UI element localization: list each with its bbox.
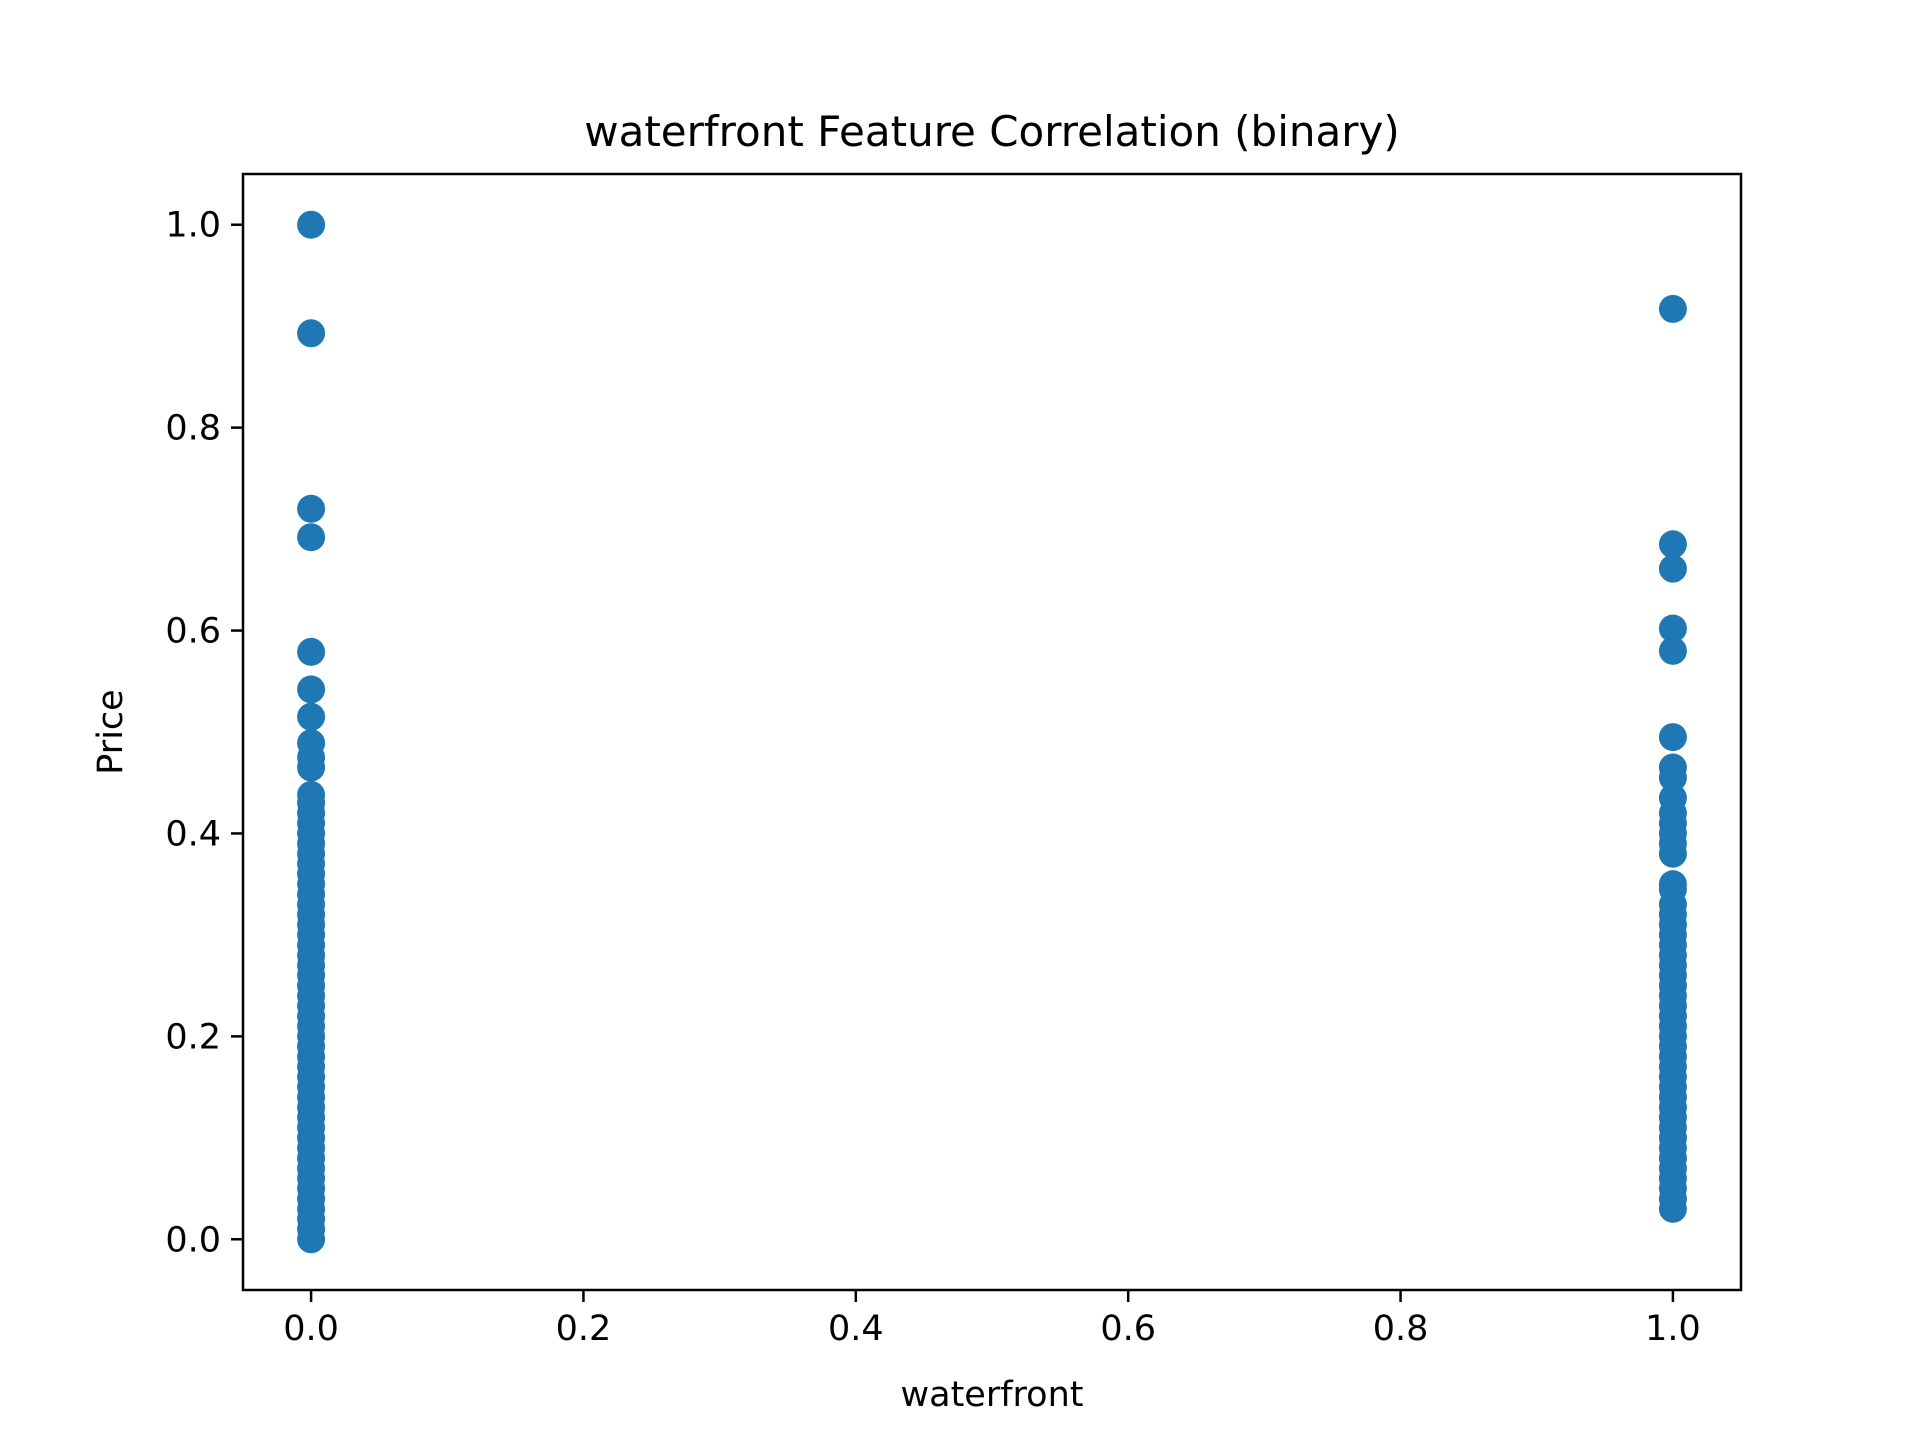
data-point xyxy=(297,637,326,666)
data-point xyxy=(297,753,326,782)
data-point xyxy=(297,702,326,731)
y-tick-label: 0.6 xyxy=(165,612,221,652)
x-axis-label: waterfront xyxy=(901,1375,1084,1415)
data-point xyxy=(1658,530,1687,559)
x-tick-label: 0.2 xyxy=(556,1309,612,1349)
data-point xyxy=(1658,554,1687,583)
data-point xyxy=(1658,636,1687,665)
data-point xyxy=(1658,763,1687,792)
x-tick-label: 1.0 xyxy=(1645,1309,1701,1349)
y-tick-label: 0.8 xyxy=(165,409,221,449)
x-tick-label: 0.0 xyxy=(283,1309,339,1349)
x-tick-label: 0.8 xyxy=(1373,1309,1429,1349)
data-point xyxy=(1658,614,1687,643)
plot-frame xyxy=(241,172,1743,1292)
chart-title: waterfront Feature Correlation (binary) xyxy=(584,107,1400,156)
data-point xyxy=(1658,839,1687,868)
y-tick-label: 0.2 xyxy=(165,1017,221,1057)
y-tick-label: 0.4 xyxy=(165,814,221,854)
data-point xyxy=(297,675,326,704)
y-axis-label: Price xyxy=(91,689,131,774)
points-layer xyxy=(297,210,1687,1254)
data-point xyxy=(1658,1194,1687,1223)
data-point xyxy=(1658,294,1687,323)
y-tick-label: 1.0 xyxy=(165,206,221,246)
data-point xyxy=(297,319,326,348)
data-point xyxy=(297,210,326,239)
y-tick-label: 0.0 xyxy=(165,1220,221,1260)
data-point xyxy=(297,523,326,552)
data-point xyxy=(297,494,326,523)
x-axis: 0.0 0.2 0.4 0.6 0.8 1.0 xyxy=(283,1290,1701,1349)
x-tick-label: 0.4 xyxy=(828,1309,884,1349)
data-point xyxy=(297,1225,326,1254)
data-point xyxy=(1658,723,1687,752)
x-tick-label: 0.6 xyxy=(1100,1309,1156,1349)
y-axis: 0.0 0.2 0.4 0.6 0.8 1.0 xyxy=(165,206,243,1260)
